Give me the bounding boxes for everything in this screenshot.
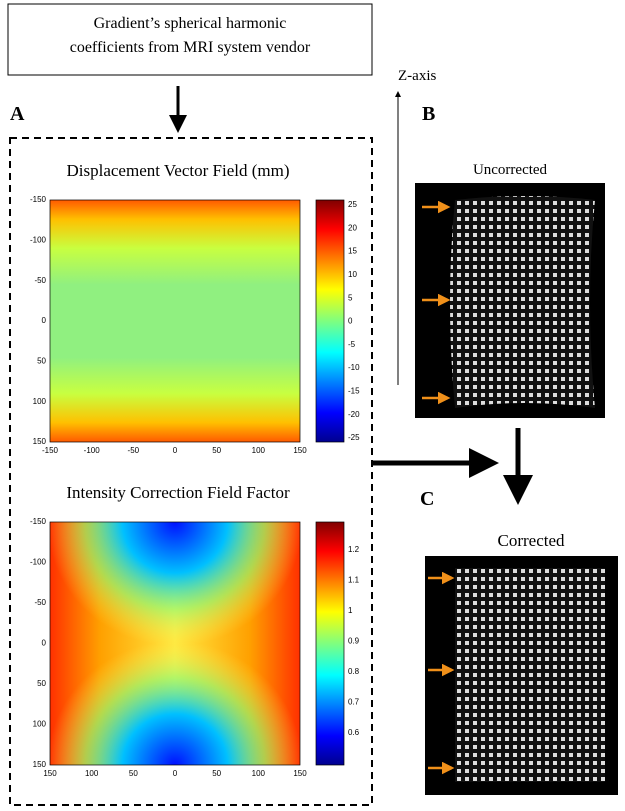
colorbar-tick-label: 25 xyxy=(348,200,357,209)
colorbar-tick-label: -20 xyxy=(348,410,360,419)
source-text: coefficients from MRI system vendor xyxy=(70,39,311,56)
colorbar-tick-label: 20 xyxy=(348,223,357,232)
y-tick-label: -100 xyxy=(30,235,47,244)
heatmap-overlay xyxy=(50,522,300,765)
colorbar-tick-label: -15 xyxy=(348,387,360,396)
colorbar-tick-label: 0.6 xyxy=(348,728,360,737)
x-tick-label: 100 xyxy=(252,769,266,778)
panel-title: Intensity Correction Field Factor xyxy=(66,483,290,502)
x-tick-label: -50 xyxy=(128,446,140,455)
y-tick-label: 100 xyxy=(33,720,47,729)
x-tick-label: 150 xyxy=(293,446,307,455)
label-c: C xyxy=(420,488,434,510)
colorbar-tick-label: -5 xyxy=(348,340,356,349)
colorbar-tick-label: 10 xyxy=(348,270,357,279)
y-tick-label: -100 xyxy=(30,558,47,567)
colorbar-tick-label: -25 xyxy=(348,433,360,442)
mri-phantom xyxy=(455,568,605,782)
x-tick-label: 150 xyxy=(43,769,57,778)
y-tick-label: 150 xyxy=(33,760,47,769)
y-tick-label: 100 xyxy=(33,397,47,406)
label-b: B xyxy=(422,103,435,125)
x-tick-label: 0 xyxy=(173,446,178,455)
x-tick-label: 50 xyxy=(212,446,221,455)
colorbar-tick-label: -10 xyxy=(348,363,360,372)
x-tick-label: -100 xyxy=(84,446,101,455)
colorbar xyxy=(316,200,344,442)
colorbar xyxy=(316,522,344,765)
source-text: Gradient’s spherical harmonic xyxy=(94,15,287,32)
y-tick-label: 0 xyxy=(42,316,47,325)
x-tick-label: 100 xyxy=(252,446,266,455)
image-title: Corrected xyxy=(497,531,565,550)
page: Gradient’s spherical harmonic coefficien… xyxy=(0,0,625,811)
x-tick-label: 0 xyxy=(173,769,178,778)
x-tick-label: -150 xyxy=(42,446,59,455)
x-tick-label: 50 xyxy=(129,769,138,778)
z-axis-label: Z-axis xyxy=(398,68,436,84)
y-tick-label: 50 xyxy=(37,356,46,365)
image-title: Uncorrected xyxy=(473,162,548,178)
colorbar-tick-label: 1 xyxy=(348,606,353,615)
mri-phantom xyxy=(450,196,595,408)
colorbar-tick-label: 1.1 xyxy=(348,576,360,585)
x-tick-label: 50 xyxy=(212,769,221,778)
panel-title: Displacement Vector Field (mm) xyxy=(67,161,290,180)
y-tick-label: -150 xyxy=(30,195,47,204)
colorbar-tick-label: 1.2 xyxy=(348,545,360,554)
colorbar-tick-label: 5 xyxy=(348,293,353,302)
colorbar-tick-label: 0 xyxy=(348,317,353,326)
y-tick-label: -150 xyxy=(30,517,47,526)
x-tick-label: 100 xyxy=(85,769,99,778)
y-tick-label: 50 xyxy=(37,679,46,688)
colorbar-tick-label: 0.7 xyxy=(348,698,360,707)
colorbar-tick-label: 0.8 xyxy=(348,667,360,676)
x-tick-label: 150 xyxy=(293,769,307,778)
y-tick-label: -50 xyxy=(34,598,46,607)
y-tick-label: -50 xyxy=(34,276,46,285)
colorbar-tick-label: 15 xyxy=(348,247,357,256)
heatmap xyxy=(50,200,300,442)
y-tick-label: 0 xyxy=(42,639,47,648)
colorbar-tick-label: 0.9 xyxy=(348,637,360,646)
figure: Gradient’s spherical harmonic coefficien… xyxy=(0,0,625,811)
y-tick-label: 150 xyxy=(33,437,47,446)
label-a: A xyxy=(10,103,25,125)
